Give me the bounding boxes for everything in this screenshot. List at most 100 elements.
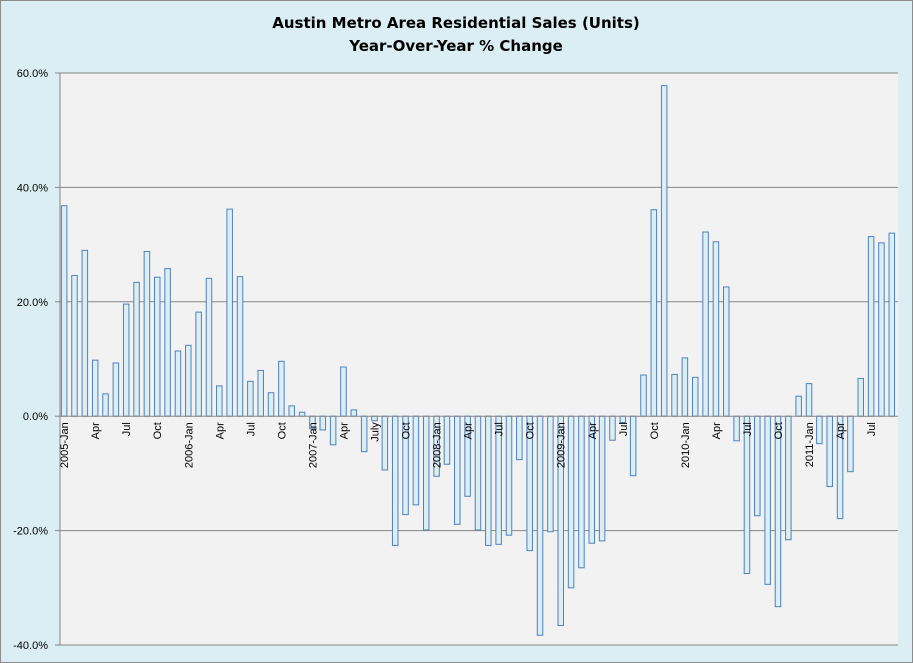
x-tick-label: Oct: [773, 422, 785, 439]
y-tick-label: 20.0%: [17, 297, 48, 309]
bar: [691, 376, 699, 417]
bar: [288, 405, 295, 417]
bar: [723, 286, 730, 417]
x-tick-label: Apr: [711, 422, 723, 439]
chart-title: Austin Metro Area Residential Sales (Uni…: [272, 14, 640, 32]
x-tick-label: Apr: [835, 422, 847, 439]
y-tick-label: 60.0%: [17, 68, 48, 80]
bar: [547, 415, 554, 533]
bar: [878, 242, 885, 417]
bar: [257, 369, 264, 417]
x-tick-label: Jul: [618, 422, 630, 436]
y-tick-label: -40.0%: [13, 640, 48, 652]
bar: [91, 359, 99, 417]
bar: [629, 415, 637, 477]
bar: [102, 393, 109, 417]
x-tick-label: Oct: [401, 422, 413, 439]
x-tick-label: Apr: [214, 422, 226, 439]
bar: [226, 208, 233, 417]
x-tick-label: 2006-Jan: [183, 422, 195, 468]
bar: [340, 366, 347, 417]
bar: [619, 415, 627, 423]
bar: [485, 415, 492, 546]
bar: [122, 303, 130, 417]
x-tick-label: 2009-Jan: [556, 422, 568, 468]
bar: [805, 383, 813, 417]
bar: [640, 374, 647, 417]
x-tick-label: Jul: [866, 422, 878, 436]
bar: [112, 362, 120, 417]
bar: [785, 415, 792, 541]
bar: [702, 231, 709, 417]
x-tick-label: Apr: [587, 422, 599, 439]
bar: [867, 236, 875, 417]
bar: [298, 411, 306, 417]
bar: [247, 380, 254, 417]
bar: [888, 232, 896, 417]
bar: [195, 311, 202, 417]
bar: [650, 209, 658, 417]
bar: [216, 385, 223, 417]
bar: [205, 277, 213, 417]
bar: [743, 415, 751, 575]
chart-subtitle: Year-Over-Year % Change: [348, 37, 563, 55]
bar: [60, 205, 68, 417]
x-tick-label: Oct: [276, 422, 288, 439]
x-tick-label: Apr: [90, 422, 102, 439]
bar: [795, 395, 802, 417]
x-tick-label: 2008-Jan: [432, 422, 444, 468]
bar: [391, 415, 399, 546]
bar: [733, 415, 740, 442]
bar: [774, 415, 782, 608]
bar: [81, 249, 89, 417]
bar: [474, 415, 482, 531]
bar: [598, 415, 606, 542]
bar: [278, 360, 285, 417]
bar: [567, 415, 575, 589]
bar: [267, 392, 275, 417]
x-tick-label: 2007-Jan: [307, 422, 319, 468]
bar: [847, 415, 854, 473]
bar: [505, 415, 513, 536]
x-tick-label: Jul: [494, 422, 506, 436]
bar: [516, 415, 523, 461]
bar: [319, 415, 327, 431]
y-tick-label: -20.0%: [13, 526, 48, 538]
x-tick-label: Oct: [525, 422, 537, 439]
y-tick-label: 40.0%: [17, 182, 48, 194]
x-tick-label: Apr: [338, 422, 350, 439]
bar: [578, 415, 585, 569]
x-tick-label: Oct: [152, 422, 164, 439]
bar: [236, 276, 244, 417]
x-tick-label: 2011-Jan: [804, 422, 816, 467]
bar: [381, 415, 389, 471]
bar: [143, 250, 151, 417]
x-tick-label: Apr: [463, 422, 475, 439]
bar: [350, 409, 358, 417]
bar: [71, 274, 78, 417]
bar: [660, 85, 668, 417]
bar: [454, 415, 461, 525]
x-tick-label: Jul: [742, 422, 754, 436]
bar: [153, 276, 161, 417]
bar: [816, 415, 823, 445]
x-tick-label: Jul: [245, 422, 257, 436]
bar: [185, 344, 192, 417]
bar: [826, 415, 833, 488]
x-tick-label: 2005-Jan: [59, 422, 71, 468]
bar: [133, 281, 140, 417]
y-tick-label: 0.0%: [23, 411, 48, 423]
x-tick-label: Oct: [649, 422, 661, 439]
bar: [754, 415, 761, 517]
bar: [764, 415, 771, 585]
bar: [536, 415, 544, 636]
bar: [360, 415, 368, 453]
bar: [164, 268, 171, 417]
bar: [422, 415, 430, 531]
bar: [412, 415, 420, 506]
bar: [681, 357, 689, 417]
bar: [371, 415, 378, 422]
bar: [329, 415, 337, 446]
bar: [857, 377, 865, 417]
